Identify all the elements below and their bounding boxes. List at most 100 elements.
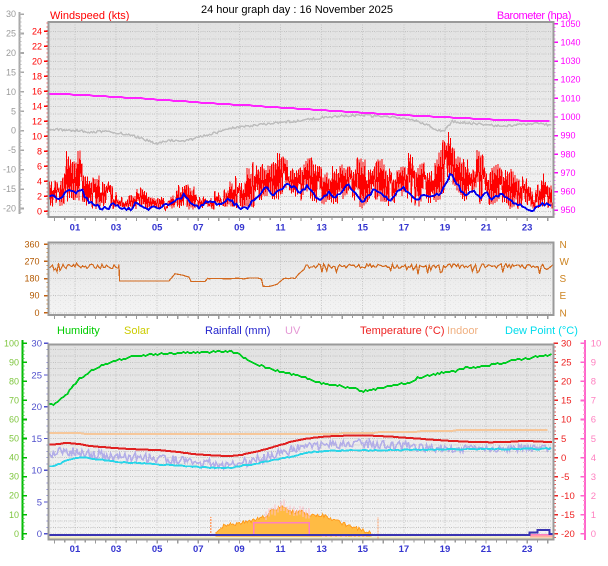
svg-text:0: 0 [37,529,42,540]
svg-text:1010: 1010 [561,93,581,103]
svg-text:180: 180 [24,274,39,284]
svg-text:980: 980 [561,149,576,159]
svg-text:Windspeed (kts): Windspeed (kts) [50,10,129,22]
svg-text:05: 05 [152,223,163,234]
svg-text:11: 11 [275,223,286,234]
svg-text:15: 15 [31,434,42,445]
svg-text:W: W [560,257,570,268]
svg-text:23: 23 [522,544,533,555]
svg-text:50: 50 [9,434,19,444]
svg-text:-10: -10 [561,491,575,502]
svg-text:13: 13 [316,223,327,234]
svg-text:-15: -15 [3,184,16,194]
svg-text:Temperature (°C): Temperature (°C) [360,325,444,337]
svg-text:30: 30 [561,339,572,350]
svg-text:23: 23 [522,223,533,234]
svg-text:19: 19 [440,223,451,234]
svg-text:1030: 1030 [561,56,581,66]
svg-text:03: 03 [111,223,122,234]
svg-text:10: 10 [9,510,19,520]
svg-text:360: 360 [24,239,39,249]
svg-text:24: 24 [32,26,42,36]
svg-text:-15: -15 [561,510,575,521]
svg-text:Solar: Solar [124,325,150,337]
svg-text:9: 9 [591,358,596,369]
svg-text:N: N [560,240,567,251]
svg-text:40: 40 [9,453,19,463]
svg-text:70: 70 [9,395,19,405]
svg-text:0: 0 [11,126,16,136]
svg-text:0: 0 [34,308,39,318]
svg-text:1: 1 [591,510,596,521]
svg-text:17: 17 [399,544,410,555]
svg-text:1050: 1050 [561,19,581,29]
svg-text:09: 09 [234,544,245,555]
svg-text:0: 0 [14,529,19,539]
svg-text:15: 15 [357,544,368,555]
svg-text:09: 09 [234,223,245,234]
svg-text:7: 7 [591,396,596,407]
svg-text:-5: -5 [561,472,569,483]
svg-text:01: 01 [70,544,81,555]
svg-text:S: S [560,274,567,285]
svg-text:07: 07 [193,544,204,555]
svg-text:13: 13 [316,544,327,555]
svg-text:950: 950 [561,205,576,215]
svg-text:0: 0 [561,453,566,464]
svg-text:Rainfall (mm): Rainfall (mm) [205,325,270,337]
svg-text:Indoor: Indoor [447,325,479,337]
svg-text:11: 11 [275,544,286,555]
svg-text:25: 25 [561,358,572,369]
svg-text:6: 6 [591,415,596,426]
svg-text:18: 18 [32,71,42,81]
svg-text:16: 16 [32,86,42,96]
svg-text:100: 100 [4,338,19,348]
svg-text:Humidity: Humidity [57,325,100,337]
svg-text:-10: -10 [3,165,16,175]
svg-text:25: 25 [6,29,16,39]
svg-text:01: 01 [70,223,81,234]
svg-text:03: 03 [111,544,122,555]
svg-text:15: 15 [6,67,16,77]
svg-text:4: 4 [37,176,42,186]
svg-text:80: 80 [9,376,19,386]
svg-text:30: 30 [31,339,42,350]
svg-text:960: 960 [561,187,576,197]
svg-text:25: 25 [31,370,42,381]
svg-text:10: 10 [6,87,16,97]
svg-text:20: 20 [6,48,16,58]
svg-text:21: 21 [481,223,492,234]
svg-text:2: 2 [591,491,596,502]
svg-text:60: 60 [9,415,19,425]
svg-text:Dew Point (°C): Dew Point (°C) [505,325,578,337]
svg-text:5: 5 [561,434,566,445]
svg-text:5: 5 [11,106,16,116]
svg-text:20: 20 [31,402,42,413]
svg-text:8: 8 [37,146,42,156]
svg-text:1040: 1040 [561,37,581,47]
svg-text:17: 17 [399,223,410,234]
svg-text:14: 14 [32,101,42,111]
svg-text:10: 10 [561,415,572,426]
svg-text:20: 20 [561,377,572,388]
svg-text:2: 2 [37,191,42,201]
svg-text:10: 10 [32,131,42,141]
svg-text:10: 10 [31,466,42,477]
svg-text:90: 90 [29,291,39,301]
svg-text:07: 07 [193,223,204,234]
svg-text:15: 15 [357,223,368,234]
svg-text:8: 8 [591,377,596,388]
svg-text:970: 970 [561,168,576,178]
svg-text:22: 22 [32,41,42,51]
svg-text:20: 20 [32,56,42,66]
svg-text:990: 990 [561,131,576,141]
svg-text:24 hour graph day : 16 Novembe: 24 hour graph day : 16 November 2025 [201,4,393,16]
svg-text:E: E [560,291,567,302]
svg-text:-20: -20 [3,204,16,214]
svg-text:-20: -20 [561,529,575,540]
svg-text:90: 90 [9,357,19,367]
svg-text:-5: -5 [8,145,16,155]
svg-text:10: 10 [591,339,602,350]
svg-text:05: 05 [152,544,163,555]
svg-text:3: 3 [591,472,596,483]
